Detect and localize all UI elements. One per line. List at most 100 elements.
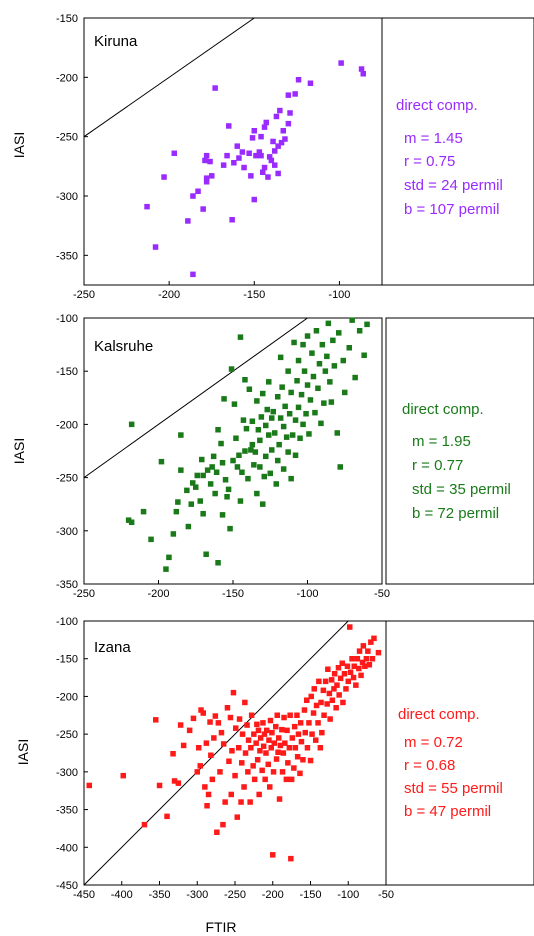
y-axis-label: IASI bbox=[15, 739, 31, 765]
data-point bbox=[366, 662, 373, 668]
x-tick-label: -100 bbox=[337, 889, 359, 901]
data-point bbox=[267, 717, 274, 724]
data-point bbox=[347, 624, 353, 630]
data-point bbox=[285, 760, 291, 766]
data-point bbox=[275, 170, 281, 177]
data-point bbox=[242, 699, 248, 706]
data-point bbox=[304, 745, 311, 751]
data-point bbox=[279, 726, 285, 733]
y-tick-label: -100 bbox=[56, 313, 78, 325]
data-point bbox=[292, 417, 299, 423]
data-point bbox=[353, 682, 359, 688]
stats-m: m = 1.45 bbox=[404, 130, 463, 147]
data-point bbox=[270, 769, 277, 775]
data-point bbox=[144, 203, 150, 210]
data-point bbox=[228, 791, 234, 798]
data-point bbox=[251, 731, 257, 737]
data-point bbox=[254, 757, 261, 763]
data-point bbox=[215, 427, 221, 433]
data-point bbox=[239, 469, 245, 475]
data-point bbox=[328, 399, 335, 405]
data-point bbox=[315, 720, 321, 726]
data-point bbox=[265, 174, 271, 180]
y-tick-label: -200 bbox=[56, 419, 78, 431]
data-point bbox=[244, 722, 250, 728]
data-point bbox=[253, 740, 259, 746]
data-point bbox=[225, 486, 232, 493]
data-point bbox=[171, 778, 178, 784]
y-tick-label: -200 bbox=[56, 691, 78, 703]
data-point bbox=[287, 712, 293, 718]
stats-box bbox=[385, 620, 534, 886]
data-point bbox=[254, 490, 260, 497]
stats-b: b = 47 permil bbox=[404, 803, 491, 820]
stats-box bbox=[381, 17, 534, 286]
data-point bbox=[229, 217, 235, 223]
data-point bbox=[224, 705, 231, 711]
data-point bbox=[245, 769, 251, 775]
data-point bbox=[240, 417, 247, 423]
data-point bbox=[227, 714, 234, 721]
x-tick-label: -150 bbox=[299, 889, 321, 901]
data-point bbox=[272, 148, 278, 154]
data-point bbox=[277, 415, 284, 421]
one-to-one-line bbox=[84, 621, 349, 885]
data-point bbox=[253, 152, 259, 159]
data-point bbox=[351, 663, 357, 669]
data-point bbox=[241, 784, 247, 790]
data-point bbox=[171, 150, 177, 156]
data-point bbox=[261, 124, 268, 130]
data-point bbox=[175, 780, 182, 786]
x-tick-label: -400 bbox=[111, 889, 133, 901]
data-point bbox=[306, 720, 312, 726]
stats-kiruna: direct comp. m = 1.45 r = 0.75 std = 24 … bbox=[396, 97, 503, 218]
data-point bbox=[252, 449, 259, 455]
data-point bbox=[270, 138, 276, 145]
data-point bbox=[354, 656, 361, 662]
data-point bbox=[282, 740, 288, 746]
data-point bbox=[267, 470, 273, 477]
data-point bbox=[277, 742, 284, 749]
data-point bbox=[178, 432, 184, 438]
data-point bbox=[273, 113, 280, 120]
data-point bbox=[276, 441, 282, 448]
data-point bbox=[222, 477, 229, 483]
data-point bbox=[260, 169, 266, 175]
data-point bbox=[304, 697, 310, 703]
data-point bbox=[307, 757, 314, 764]
data-point bbox=[241, 164, 247, 171]
data-point bbox=[245, 737, 252, 743]
data-point bbox=[294, 378, 300, 384]
data-point bbox=[213, 469, 220, 475]
data-point bbox=[152, 244, 159, 250]
data-point bbox=[333, 705, 339, 711]
data-point bbox=[233, 725, 239, 731]
data-point bbox=[200, 472, 206, 479]
data-point bbox=[280, 128, 286, 134]
data-point bbox=[163, 566, 169, 572]
data-point bbox=[236, 745, 242, 751]
data-point bbox=[211, 735, 217, 741]
data-point bbox=[263, 422, 269, 429]
data-point bbox=[316, 678, 322, 685]
data-point bbox=[358, 672, 364, 679]
data-point bbox=[307, 397, 314, 403]
x-tick-label: -200 bbox=[147, 588, 169, 600]
data-point bbox=[226, 758, 232, 764]
data-point bbox=[224, 152, 230, 159]
data-point bbox=[233, 435, 239, 441]
data-point bbox=[266, 154, 273, 160]
data-point bbox=[219, 512, 226, 518]
data-point bbox=[238, 799, 244, 805]
y-tick-label: -250 bbox=[56, 473, 78, 485]
data-point bbox=[250, 763, 256, 769]
data-point bbox=[364, 321, 370, 328]
data-point bbox=[255, 427, 262, 433]
data-point bbox=[218, 729, 225, 736]
data-point bbox=[212, 490, 218, 497]
data-point bbox=[337, 464, 343, 470]
data-point bbox=[239, 731, 246, 737]
data-point bbox=[315, 385, 321, 391]
points-izana bbox=[86, 624, 382, 862]
data-point bbox=[219, 460, 226, 466]
